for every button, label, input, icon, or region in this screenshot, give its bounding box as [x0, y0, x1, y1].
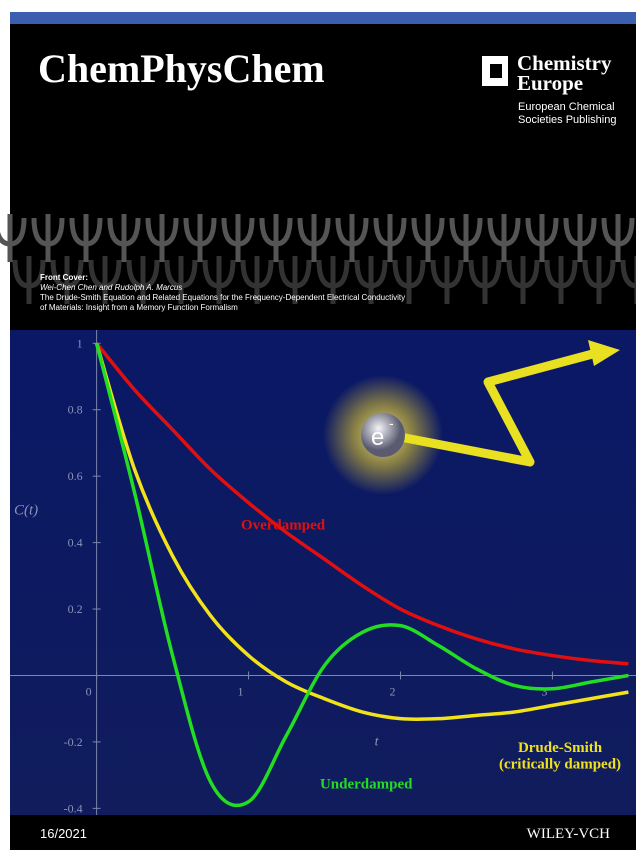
y-tick-label: -0.2	[64, 735, 83, 749]
publisher-sub1: European Chemical	[518, 101, 615, 113]
authors: Wei-Chen Chen and Rudolph A. Marcus	[40, 283, 182, 292]
article-title: of Materials: Insight from a Memory Func…	[40, 303, 238, 312]
y-tick-label: 0.8	[68, 403, 83, 417]
y-tick-label: 1	[77, 336, 83, 350]
y-tick-label: 0.2	[68, 602, 83, 616]
electron-label: e	[371, 424, 384, 451]
publisher-sub2: Societies Publishing	[518, 114, 616, 126]
cover: ChemPhysChem Chemistry Europe European C…	[0, 0, 636, 850]
curve-annotation: Overdamped	[241, 517, 326, 533]
x-tick-label: 2	[389, 684, 395, 698]
publisher-line2: Europe	[517, 71, 583, 95]
curve-annotation: Underdamped	[320, 776, 413, 792]
electron-charge: -	[389, 415, 394, 431]
curve-annotation: (critically damped)	[499, 756, 621, 772]
page: ChemPhysChem Chemistry Europe European C…	[0, 0, 636, 850]
y-axis-label: C(t)	[14, 502, 38, 518]
y-tick-label: 0.4	[68, 536, 83, 550]
wiley-vch: WILEY-VCH	[527, 826, 610, 842]
curve-annotation: Drude-Smith	[518, 740, 603, 756]
logo-mark-inner	[490, 64, 502, 78]
issue: 16/2021	[40, 826, 87, 841]
article-title: The Drude-Smith Equation and Related Equ…	[40, 293, 405, 302]
publisher-logo	[482, 56, 508, 86]
y-tick-label: -0.4	[64, 801, 83, 815]
top-band	[10, 12, 636, 24]
journal-title: ChemPhysChem	[38, 46, 325, 91]
y-tick-label: 0.6	[68, 469, 83, 483]
x-tick-label: 0	[86, 684, 92, 698]
x-tick-label: 3	[541, 684, 547, 698]
front-cover-label: Front Cover:	[40, 273, 88, 282]
x-tick-label: 1	[238, 684, 244, 698]
